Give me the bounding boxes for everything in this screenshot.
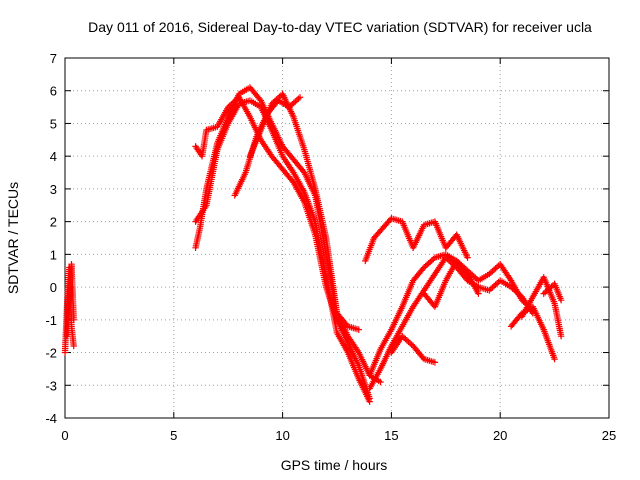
- x-tick-label: 5: [170, 428, 177, 443]
- y-tick-label: -2: [45, 346, 57, 361]
- data-point: [256, 95, 263, 103]
- data-point: [557, 296, 565, 304]
- series-arc-8: [362, 215, 471, 265]
- data-point: [299, 167, 307, 175]
- x-tick-label: 25: [602, 428, 616, 443]
- ticks: [64, 57, 610, 419]
- data-point: [366, 398, 373, 405]
- y-tick-label: 0: [50, 280, 57, 295]
- y-tick-label: 6: [50, 84, 57, 99]
- series-arc-12: [420, 257, 482, 310]
- x-tick-label: 15: [384, 428, 398, 443]
- series-arc-15: [540, 280, 565, 304]
- series-arc-7: [246, 90, 362, 333]
- y-tick-label: -4: [45, 411, 57, 426]
- y-tick-label: 3: [50, 182, 57, 197]
- y-tick-label: 4: [50, 149, 57, 164]
- x-tick-labels: 0 5 10 15 20 25: [61, 428, 616, 443]
- data-marks: [61, 84, 565, 405]
- y-tick-label: -3: [45, 378, 57, 393]
- x-tick-label: 20: [493, 428, 507, 443]
- series-arc-5: [192, 84, 384, 386]
- data-point: [463, 269, 470, 276]
- plot-frame: [64, 57, 610, 419]
- data-point: [377, 378, 384, 386]
- series-arc-13: [507, 303, 558, 363]
- y-tick-label: 7: [50, 51, 57, 66]
- y-tick-label: 5: [50, 116, 57, 131]
- data-point: [355, 326, 362, 333]
- grid: [65, 58, 609, 418]
- data-point: [70, 316, 77, 324]
- series-arc-4: [192, 97, 373, 405]
- y-tick-label: 1: [50, 247, 57, 262]
- data-point: [431, 359, 439, 366]
- data-point: [475, 290, 482, 297]
- y-tick-label: 2: [50, 215, 57, 230]
- data-point: [551, 355, 558, 363]
- y-tick-label: -1: [45, 313, 57, 328]
- data-point: [70, 342, 77, 350]
- data-point: [419, 265, 427, 273]
- x-tick-label: 0: [61, 428, 68, 443]
- data-point: [557, 332, 565, 340]
- x-axis-label: GPS time / hours: [281, 457, 388, 473]
- chart-title: Day 011 of 2016, Sidereal Day-to-day VTE…: [88, 19, 592, 35]
- series-arc-2: [63, 260, 77, 340]
- data-point: [296, 94, 304, 101]
- y-axis-label: SDTVAR / TECUs: [5, 182, 21, 294]
- y-tick-labels: -4 -3 -2 -1 0 1 2 3 4 5 6 7: [45, 51, 57, 426]
- x-tick-label: 10: [275, 428, 289, 443]
- data-point: [464, 254, 471, 261]
- data-point: [289, 177, 296, 185]
- series-arc-11: [388, 332, 439, 366]
